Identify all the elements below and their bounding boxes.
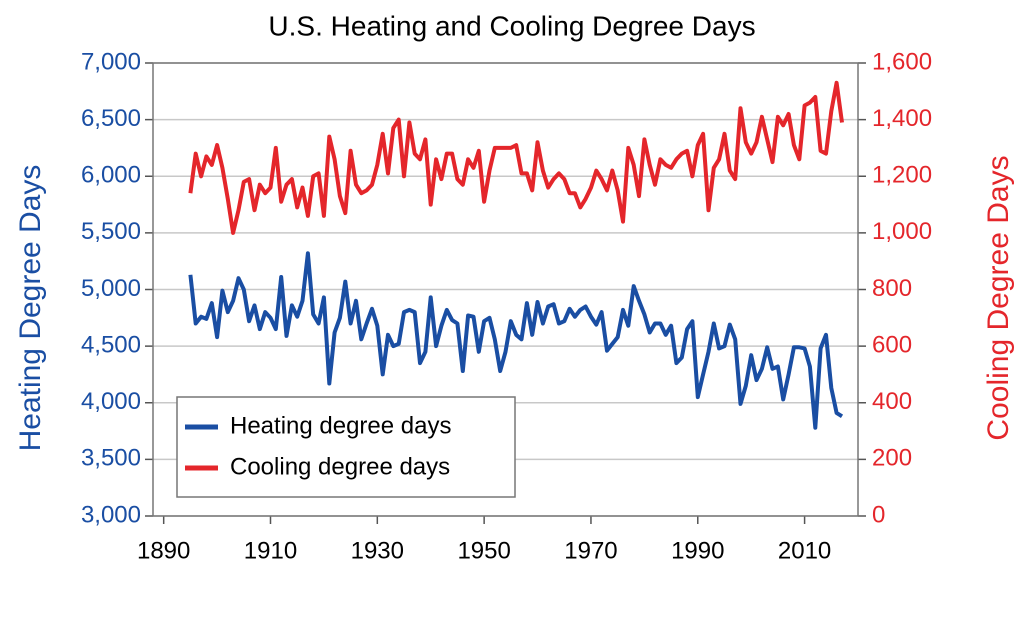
y2-tick-label: 400 — [872, 388, 912, 415]
y-tick-label: 6,000 — [81, 162, 141, 189]
x-tick-label: 1990 — [671, 537, 724, 564]
data-line — [188, 80, 844, 235]
y-tick-label: 5,000 — [81, 275, 141, 302]
y2-tick-label: 1,200 — [872, 162, 932, 189]
y2-tick-label: 1,000 — [872, 218, 932, 245]
y-tick-label: 6,500 — [81, 105, 141, 132]
y2-tick-label: 600 — [872, 331, 912, 358]
y-axis-label: Heating Degree Days — [14, 165, 47, 452]
y-tick-label: 4,000 — [81, 388, 141, 415]
x-tick-label: 1930 — [351, 537, 404, 564]
y2-tick-label: 1,400 — [872, 105, 932, 132]
y-tick-label: 5,500 — [81, 218, 141, 245]
legend-label: Heating degree days — [230, 412, 451, 439]
y2-axis-label: Cooling Degree Days — [982, 155, 1015, 440]
legend-box — [176, 396, 516, 498]
y2-tick-label: 1,600 — [872, 48, 932, 75]
y-tick-label: 7,000 — [81, 48, 141, 75]
x-tick-label: 1890 — [137, 537, 190, 564]
y2-tick-label: 800 — [872, 275, 912, 302]
x-tick-label: 1910 — [244, 537, 297, 564]
x-tick-label: 1970 — [564, 537, 617, 564]
y-tick-label: 4,500 — [81, 331, 141, 358]
plot-frame — [152, 62, 859, 517]
legend-label: Cooling degree days — [230, 453, 450, 480]
x-tick-label: 2010 — [778, 537, 831, 564]
y-tick-label: 3,000 — [81, 501, 141, 528]
y2-tick-label: 0 — [872, 501, 885, 528]
data-line — [188, 251, 844, 430]
chart-title: U.S. Heating and Cooling Degree Days — [268, 10, 755, 41]
x-tick-label: 1950 — [457, 537, 510, 564]
y-tick-label: 3,500 — [81, 445, 141, 472]
y2-tick-label: 200 — [872, 445, 912, 472]
